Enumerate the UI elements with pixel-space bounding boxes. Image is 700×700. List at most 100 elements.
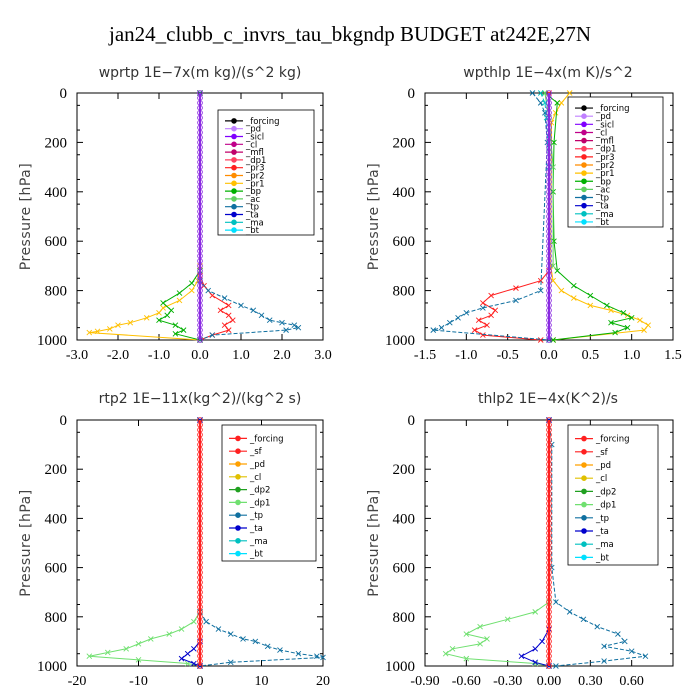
data-point xyxy=(570,295,577,301)
x-tick-label: -3.0 xyxy=(66,348,88,363)
data-point xyxy=(566,90,573,96)
y-axis-label: Pressure [hPa] xyxy=(18,489,34,596)
y-tick-label: 600 xyxy=(45,561,68,577)
data-point xyxy=(532,645,539,652)
series-line xyxy=(540,92,550,168)
data-point xyxy=(463,310,470,316)
series-line xyxy=(199,93,300,341)
data-point xyxy=(229,317,236,324)
data-point xyxy=(551,139,557,146)
data-point xyxy=(178,655,185,662)
data-point xyxy=(209,332,216,338)
data-point xyxy=(191,645,197,652)
legend-marker xyxy=(581,162,587,168)
data-point xyxy=(550,263,556,269)
legend-marker xyxy=(581,129,587,136)
legend-label: _bt xyxy=(249,550,264,560)
data-point xyxy=(518,653,525,659)
panel-title: thlp2 1E−4x(K^2)/s xyxy=(478,391,618,407)
y-tick-label: 200 xyxy=(393,135,416,151)
legend-label: _ta xyxy=(595,202,609,212)
legend-label: _pr1 xyxy=(595,169,615,179)
legend-marker xyxy=(231,172,237,179)
x-tick-label: -1.5 xyxy=(414,348,436,363)
data-point xyxy=(488,312,494,319)
legend-label: _dp1 xyxy=(249,498,270,508)
data-point xyxy=(115,322,121,328)
data-point xyxy=(604,302,610,309)
data-point xyxy=(86,653,93,659)
data-point xyxy=(176,297,183,304)
data-point xyxy=(553,663,559,669)
data-point xyxy=(537,277,544,284)
legend-marker xyxy=(581,194,587,201)
data-point xyxy=(558,100,565,106)
legend-label: _bp xyxy=(595,177,611,187)
x-tick-label: 0.5 xyxy=(582,348,600,363)
legend-label: _ac xyxy=(245,195,260,205)
data-point xyxy=(477,623,483,630)
series-line xyxy=(89,420,201,667)
data-point xyxy=(624,324,631,331)
x-tick-label: -0.90 xyxy=(410,674,439,689)
data-point xyxy=(542,90,548,96)
data-point xyxy=(471,327,478,333)
data-point xyxy=(127,319,134,326)
y-tick-label: 400 xyxy=(45,511,68,527)
data-point xyxy=(628,648,635,655)
legend: _forcing _sf _pd _cl _dp2 _dp1 _tp _ta _ma _bt xyxy=(221,424,317,562)
legend-label: _dp2 xyxy=(595,487,616,497)
data-point xyxy=(106,326,113,332)
data-point xyxy=(188,280,195,287)
legend-label: _sf xyxy=(595,448,609,458)
legend-label: _pr1 xyxy=(245,179,265,189)
y-tick-label: 1000 xyxy=(385,659,415,675)
legend-marker xyxy=(235,448,241,455)
legend-marker xyxy=(581,154,587,160)
data-point xyxy=(86,329,93,336)
y-axis-label: Pressure [hPa] xyxy=(366,163,382,270)
data-point xyxy=(279,319,285,326)
data-point xyxy=(314,653,320,659)
x-tick-label: -1.0 xyxy=(148,348,170,363)
data-point xyxy=(480,305,486,311)
legend-marker xyxy=(581,449,587,455)
data-point xyxy=(221,295,228,301)
legend-label: _pd xyxy=(249,460,265,470)
data-point xyxy=(532,609,539,615)
legend-label: _pr3 xyxy=(245,164,265,174)
legend-label: _bt xyxy=(595,553,610,563)
series-tp xyxy=(430,90,552,343)
data-point xyxy=(554,268,561,274)
y-tick-label: 600 xyxy=(393,561,416,577)
data-point xyxy=(203,618,209,625)
x-tick-label: 0.0 xyxy=(540,348,558,363)
series-dp1 xyxy=(86,417,203,669)
data-point xyxy=(551,238,557,245)
legend-label: _ta xyxy=(595,527,609,537)
data-point xyxy=(227,659,234,666)
data-point xyxy=(475,317,482,324)
legend-marker xyxy=(231,180,237,187)
data-point xyxy=(601,658,607,664)
series-pr1 xyxy=(86,90,203,343)
legend-marker xyxy=(235,435,241,442)
data-point xyxy=(492,307,499,314)
data-point xyxy=(532,659,539,666)
data-point xyxy=(587,292,594,299)
legend-marker xyxy=(235,499,241,506)
series-bt xyxy=(197,90,203,343)
data-point xyxy=(188,287,195,294)
legend-marker xyxy=(231,203,237,210)
panel-4: thlp2 1E−4x(K^2)/s 0 200 400 600 800 1000-0.90… xyxy=(366,391,674,689)
panel-title: wprtp 1E−7x(m kg)/(s^2 kg) xyxy=(99,65,302,81)
data-point xyxy=(168,307,175,314)
y-tick-label: 1000 xyxy=(37,659,67,675)
legend-label: _dp1 xyxy=(595,145,616,155)
data-point xyxy=(227,631,234,637)
data-point xyxy=(156,317,162,324)
series-bp xyxy=(156,90,203,343)
legend-marker xyxy=(581,121,587,128)
data-point xyxy=(250,307,257,314)
